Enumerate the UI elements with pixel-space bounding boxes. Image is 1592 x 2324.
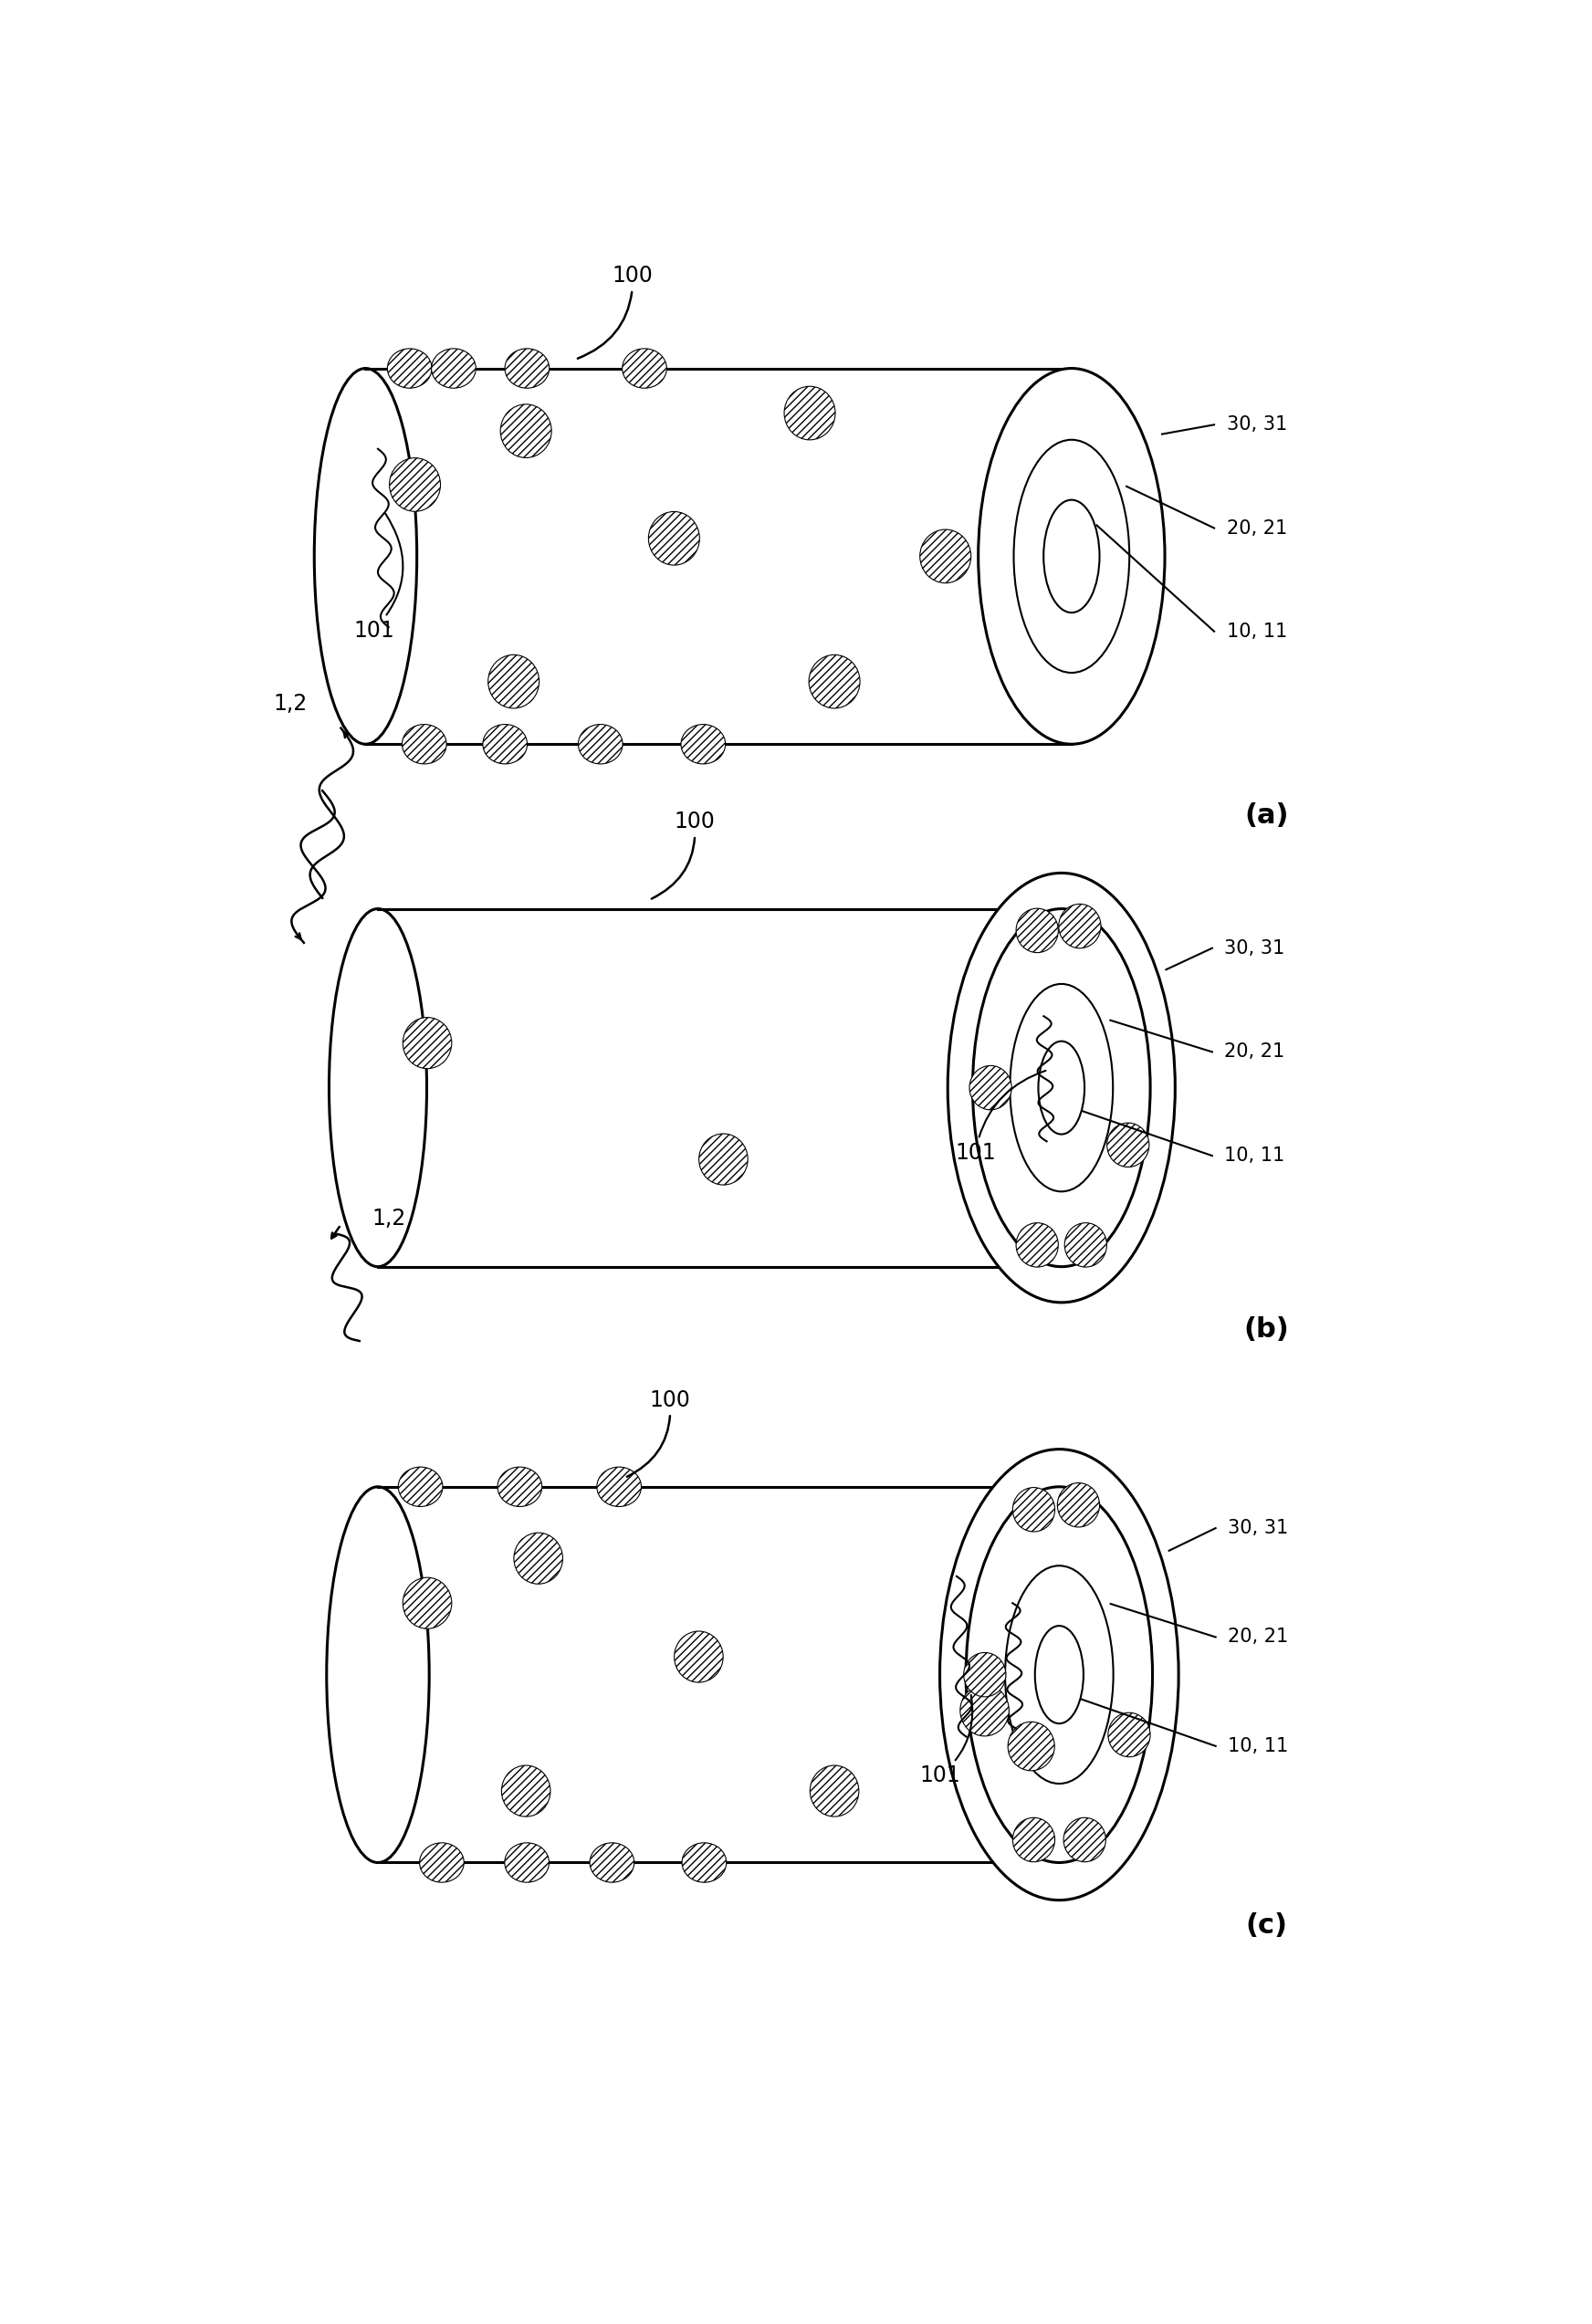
Ellipse shape	[1035, 1627, 1084, 1724]
Polygon shape	[377, 1487, 1059, 1862]
Ellipse shape	[1044, 500, 1100, 614]
Ellipse shape	[505, 1843, 549, 1882]
Ellipse shape	[939, 1450, 1178, 1901]
Text: 1,2: 1,2	[274, 693, 307, 716]
Text: 1,2: 1,2	[371, 1206, 406, 1229]
Ellipse shape	[403, 725, 446, 765]
Ellipse shape	[326, 1487, 430, 1862]
Ellipse shape	[960, 1685, 1009, 1736]
Ellipse shape	[810, 1766, 858, 1817]
Text: 20, 21: 20, 21	[1227, 1629, 1288, 1645]
Text: 20, 21: 20, 21	[1226, 518, 1286, 537]
Text: (b): (b)	[1243, 1315, 1290, 1343]
Ellipse shape	[1009, 983, 1113, 1192]
Ellipse shape	[963, 1652, 1006, 1697]
Ellipse shape	[1005, 1566, 1113, 1783]
Ellipse shape	[1013, 1817, 1055, 1862]
Ellipse shape	[648, 511, 699, 565]
Ellipse shape	[681, 1843, 726, 1882]
Ellipse shape	[390, 458, 441, 511]
Ellipse shape	[1106, 1122, 1149, 1167]
Text: 30, 31: 30, 31	[1226, 416, 1286, 435]
Ellipse shape	[500, 404, 551, 458]
Text: 101: 101	[919, 1694, 973, 1787]
Ellipse shape	[482, 725, 527, 765]
Ellipse shape	[489, 655, 540, 709]
Ellipse shape	[920, 530, 971, 583]
Ellipse shape	[1008, 1722, 1054, 1771]
Ellipse shape	[578, 725, 622, 765]
Ellipse shape	[403, 1578, 452, 1629]
Ellipse shape	[403, 1018, 452, 1069]
Ellipse shape	[501, 1766, 551, 1817]
Ellipse shape	[809, 655, 860, 709]
Ellipse shape	[420, 1843, 463, 1882]
Text: (c): (c)	[1245, 1913, 1288, 1938]
Polygon shape	[366, 367, 1071, 744]
Text: 20, 21: 20, 21	[1224, 1043, 1285, 1062]
Ellipse shape	[622, 349, 667, 388]
Ellipse shape	[675, 1631, 723, 1683]
Text: 10, 11: 10, 11	[1226, 623, 1286, 641]
Ellipse shape	[505, 349, 549, 388]
Ellipse shape	[1065, 1222, 1106, 1267]
Ellipse shape	[1016, 1222, 1059, 1267]
Ellipse shape	[966, 1487, 1153, 1862]
Ellipse shape	[1057, 1483, 1100, 1527]
Ellipse shape	[785, 386, 836, 439]
Text: 30, 31: 30, 31	[1227, 1520, 1288, 1536]
Text: 101: 101	[955, 1071, 1046, 1164]
Ellipse shape	[1038, 1041, 1084, 1134]
Ellipse shape	[330, 909, 427, 1267]
Ellipse shape	[514, 1534, 562, 1585]
Ellipse shape	[597, 1466, 642, 1506]
Ellipse shape	[1063, 1817, 1106, 1862]
Text: 10, 11: 10, 11	[1224, 1146, 1285, 1164]
Text: 100: 100	[651, 811, 715, 899]
Ellipse shape	[589, 1843, 634, 1882]
Ellipse shape	[699, 1134, 748, 1185]
Ellipse shape	[1013, 1487, 1055, 1532]
Ellipse shape	[977, 367, 1165, 744]
Ellipse shape	[398, 1466, 443, 1506]
Ellipse shape	[387, 349, 431, 388]
Ellipse shape	[431, 349, 476, 388]
Text: 101: 101	[353, 514, 403, 641]
Text: (a): (a)	[1243, 802, 1288, 830]
Ellipse shape	[970, 1067, 1011, 1111]
Ellipse shape	[498, 1466, 541, 1506]
Text: 10, 11: 10, 11	[1227, 1736, 1288, 1755]
Ellipse shape	[1059, 904, 1102, 948]
Ellipse shape	[1016, 909, 1059, 953]
Ellipse shape	[1014, 439, 1129, 672]
Text: 100: 100	[627, 1390, 691, 1476]
Text: 30, 31: 30, 31	[1224, 939, 1285, 957]
Polygon shape	[377, 909, 1062, 1267]
Ellipse shape	[681, 725, 726, 765]
Text: 100: 100	[578, 265, 653, 358]
Ellipse shape	[1108, 1713, 1151, 1757]
Ellipse shape	[314, 367, 417, 744]
Ellipse shape	[947, 874, 1175, 1301]
Ellipse shape	[973, 909, 1151, 1267]
